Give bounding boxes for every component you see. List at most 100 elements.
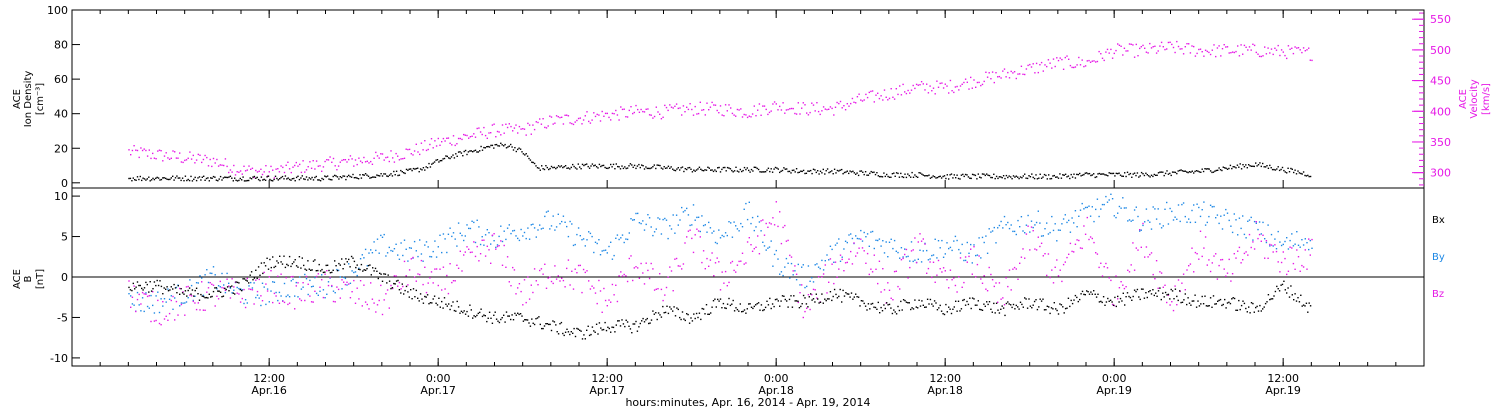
bx-point xyxy=(628,325,630,327)
bx-point xyxy=(1164,291,1167,294)
by-point xyxy=(665,219,668,221)
density-point xyxy=(1133,172,1136,174)
bx-point xyxy=(995,302,998,304)
density-point xyxy=(129,177,132,180)
by-point xyxy=(963,259,965,262)
density-point xyxy=(746,167,748,169)
density-point xyxy=(1059,173,1061,175)
velocity-point xyxy=(180,161,183,163)
bx-point xyxy=(246,280,248,282)
bx-point xyxy=(469,304,471,306)
density-point xyxy=(356,177,358,179)
bx-point xyxy=(693,313,695,315)
density-point xyxy=(487,145,489,148)
velocity-point xyxy=(765,108,767,111)
bx-point xyxy=(166,286,168,288)
velocity-point xyxy=(753,105,755,107)
velocity-point xyxy=(875,94,877,96)
density-point xyxy=(918,172,920,174)
density-point xyxy=(728,167,730,169)
velocity-point xyxy=(1223,44,1225,46)
density-point xyxy=(264,179,267,181)
velocity-point xyxy=(1078,56,1080,59)
bx-point xyxy=(1053,302,1055,304)
bx-point xyxy=(417,297,419,299)
velocity-point xyxy=(194,162,196,164)
by-point xyxy=(241,289,243,291)
density-point xyxy=(990,176,992,179)
by-point xyxy=(505,238,507,241)
velocity-point xyxy=(495,136,497,138)
bx-point xyxy=(450,305,453,307)
bx-point xyxy=(955,300,957,302)
by-point xyxy=(1029,231,1031,233)
bz-point xyxy=(1034,248,1036,250)
velocity-point xyxy=(135,149,137,151)
by-point xyxy=(195,282,198,284)
by-point xyxy=(398,258,401,260)
density-point xyxy=(849,170,851,172)
velocity-point xyxy=(1000,77,1002,79)
density-point xyxy=(857,174,860,177)
bz-point xyxy=(772,217,774,219)
bx-point xyxy=(702,308,705,310)
velocity-point xyxy=(1024,73,1026,76)
bz-point xyxy=(904,253,906,256)
by-point xyxy=(860,229,862,232)
by-point xyxy=(310,286,313,288)
by-point xyxy=(745,202,747,205)
by-point xyxy=(779,273,781,275)
bx-point xyxy=(370,274,372,276)
bz-point xyxy=(1030,226,1033,228)
velocity-point xyxy=(1152,46,1154,48)
bx-point xyxy=(974,304,977,306)
bz-point xyxy=(893,270,896,273)
by-point xyxy=(459,232,461,234)
density-point xyxy=(910,176,912,178)
bx-point xyxy=(428,303,430,305)
bx-point xyxy=(1146,296,1148,299)
density-point xyxy=(804,172,806,175)
by-point xyxy=(1221,228,1224,230)
bz-point xyxy=(870,268,872,270)
by-point xyxy=(219,286,221,288)
density-point xyxy=(879,175,881,178)
density-point xyxy=(1083,173,1085,176)
bz-point xyxy=(321,279,323,281)
velocity-point xyxy=(610,119,612,121)
bx-point xyxy=(1133,289,1136,291)
bz-point xyxy=(1188,265,1190,267)
density-point xyxy=(255,177,257,179)
bz-point xyxy=(1209,270,1212,273)
by-point xyxy=(263,286,265,288)
velocity-point xyxy=(760,114,762,116)
by-point xyxy=(790,262,793,265)
velocity-point xyxy=(1296,47,1298,49)
bx-point xyxy=(1253,311,1255,313)
bx-point xyxy=(1094,293,1096,295)
density-point xyxy=(629,163,632,165)
by-point xyxy=(481,236,483,238)
velocity-point xyxy=(130,154,132,156)
velocity-point xyxy=(588,120,590,123)
bx-point xyxy=(566,328,568,330)
density-point xyxy=(600,165,602,168)
velocity-point xyxy=(312,160,314,162)
bx-point xyxy=(1240,304,1243,307)
by-point xyxy=(807,265,810,267)
bz-point xyxy=(160,324,162,326)
x-tick-time: 12:00 xyxy=(929,372,961,385)
by-point xyxy=(888,241,891,243)
bx-point xyxy=(1167,293,1170,296)
density-point xyxy=(1135,174,1137,177)
bz-point xyxy=(182,291,184,293)
density-point xyxy=(908,174,910,177)
bx-point xyxy=(853,296,855,298)
velocity-point xyxy=(459,137,461,140)
bx-point xyxy=(279,255,281,257)
density-point xyxy=(132,177,134,179)
density-point xyxy=(660,167,663,169)
by-point xyxy=(341,288,343,290)
velocity-point xyxy=(959,85,962,87)
by-point xyxy=(1007,221,1009,224)
